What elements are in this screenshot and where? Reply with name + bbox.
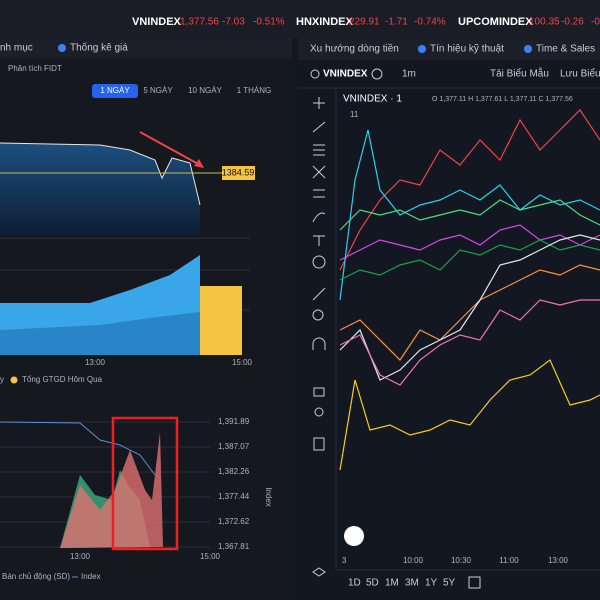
right-tabs	[298, 38, 600, 60]
tv-logo	[344, 526, 364, 546]
volume-area-2	[0, 312, 200, 355]
time-label: 10:30	[451, 556, 472, 565]
index-name: HNXINDEX	[296, 16, 354, 28]
time-label: 13:00	[70, 552, 91, 561]
axis-label: 1,391.89	[218, 417, 250, 426]
sell-area	[60, 432, 163, 548]
period[interactable]: 1Y	[425, 578, 438, 589]
price-line	[0, 142, 201, 206]
load-template[interactable]: Tải Biểu Mẫu	[490, 67, 549, 80]
tab-icon	[418, 45, 426, 53]
left-tabs	[0, 38, 292, 58]
time-label: 11:00	[499, 556, 519, 565]
index-pct: -0.51%	[253, 17, 285, 28]
ticker: VNINDEX 1,377.56 -7.03 -0.51% HNXINDEX 2…	[132, 16, 600, 28]
time-label: 3	[342, 556, 347, 565]
price-label: 1384.59	[222, 167, 255, 177]
right-panel	[298, 38, 600, 600]
chart-symbol: VNINDEX · 1	[343, 94, 402, 105]
axis-label: 1,387.07	[218, 442, 250, 451]
index-change: -7.03	[222, 17, 245, 28]
arrow	[139, 131, 201, 166]
legend: Bán chủ động (SD)	[2, 572, 70, 581]
tab[interactable]: Xu hướng dòng tiền	[310, 43, 399, 55]
search-icon	[310, 69, 320, 79]
legend: y	[0, 375, 4, 384]
time-label: 13:00	[85, 358, 106, 367]
price-badge	[222, 166, 255, 180]
axis-label: 1,367.81	[218, 542, 250, 551]
period[interactable]: 1D	[348, 578, 361, 589]
ohlc: O 1,377.11 H 1,377.61 L 1,377.11 C 1,377…	[432, 96, 573, 103]
time-label: 13:00	[548, 556, 569, 565]
price-area	[0, 143, 200, 236]
highlight-box	[111, 416, 179, 551]
legend: Tổng GTGD Hôm Qua	[22, 375, 103, 384]
range-selected[interactable]	[92, 84, 138, 98]
time-label: 15:00	[200, 552, 221, 561]
index-pct: -0.74%	[414, 17, 446, 28]
index-price: 1,377.56	[180, 17, 219, 28]
time-label: 10:00	[403, 556, 424, 565]
index-pct: -0.26%	[591, 17, 600, 28]
period[interactable]: 5Y	[443, 578, 456, 589]
range-button[interactable]: 1 NGÀY	[100, 86, 130, 95]
axis-label: 1,372.62	[218, 517, 250, 526]
period[interactable]: 1M	[385, 578, 399, 589]
index-name: UPCOMINDEX	[458, 16, 533, 28]
symbol[interactable]: VNINDEX	[323, 69, 368, 80]
axis-label: 1,382.26	[218, 467, 250, 476]
calendar-icon[interactable]	[468, 576, 481, 589]
legend-dot	[10, 376, 18, 384]
axis-title: Index	[264, 487, 273, 507]
legend: Index	[81, 572, 101, 581]
save-template[interactable]: Lưu Biểu	[560, 68, 600, 80]
tab[interactable]: Thống kê giá	[70, 42, 128, 54]
tab-icon	[58, 44, 66, 52]
index-name: VNINDEX	[132, 16, 182, 28]
arrow-head	[194, 159, 204, 168]
range-button[interactable]: 5 NGÀY	[143, 86, 173, 95]
index-lines	[339, 109, 600, 471]
add-icon[interactable]	[371, 68, 383, 80]
tab[interactable]: Time & Sales	[536, 44, 595, 55]
period[interactable]: 5D	[366, 578, 379, 589]
subtitle: Phân tích FIDT	[8, 64, 62, 73]
ticker-bar	[0, 0, 600, 38]
yesterday-bar	[200, 286, 242, 355]
index-line	[0, 421, 156, 476]
drawing-tools[interactable]	[312, 97, 326, 577]
indicator-count: 11	[350, 110, 359, 119]
index-change: -0.26	[561, 17, 584, 28]
interval[interactable]: 1m	[402, 69, 416, 80]
axis-label: 1,377.44	[218, 492, 250, 501]
range-button[interactable]: 1 THÁNG	[237, 86, 272, 95]
range-button[interactable]: 10 NGÀY	[188, 86, 222, 95]
time-label: 15:00	[232, 358, 253, 367]
tab-icon	[524, 45, 532, 53]
index-price: 100.35	[529, 17, 560, 28]
index-change: -1.71	[385, 17, 408, 28]
tab[interactable]: nh mục	[0, 43, 33, 54]
period[interactable]: 3M	[405, 578, 419, 589]
index-price: 229.91	[349, 17, 380, 28]
tab[interactable]: Tín hiệu kỹ thuật	[430, 44, 504, 55]
